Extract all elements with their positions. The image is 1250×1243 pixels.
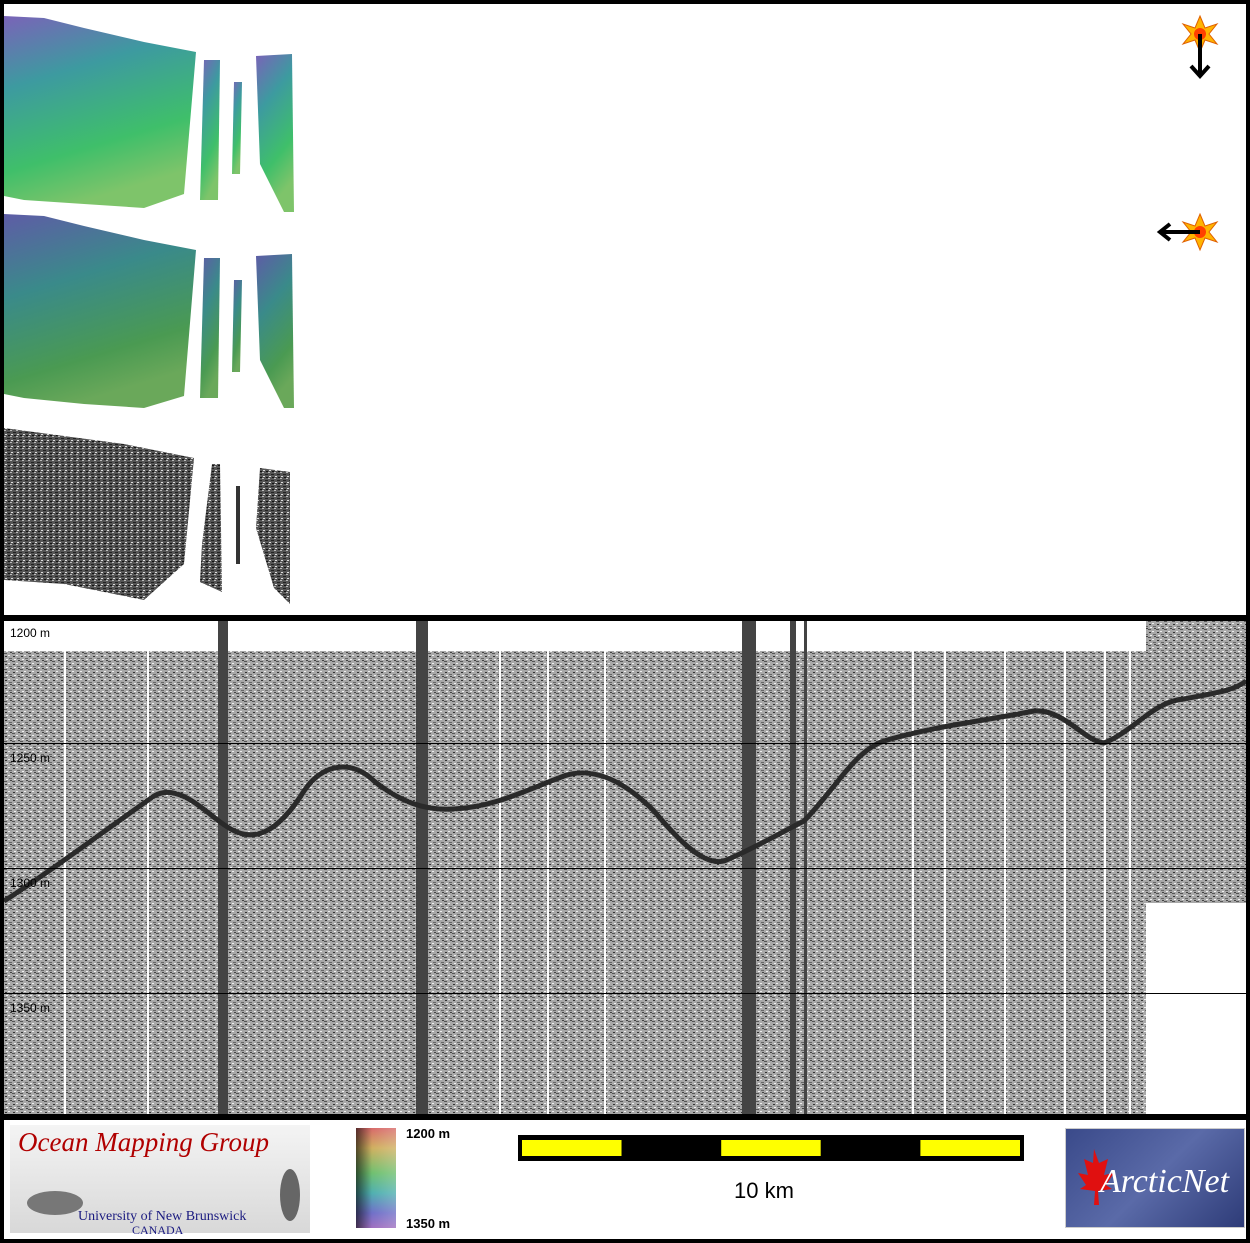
sun-arrow-left-icon [1156,212,1219,252]
scale-bar-segment [621,1140,722,1156]
depth-label-1250: 1250 m [10,751,51,765]
scale-bar [518,1135,1024,1161]
map-panel [4,4,1246,615]
scale-bar-segment [721,1140,821,1156]
seismic-profile [4,621,1246,1114]
depth-label-1200: 1200 m [10,626,51,640]
maple-leaf-icon [1078,1149,1114,1205]
depth-label-1300: 1300 m [10,876,51,890]
depth-colorbar [356,1128,396,1228]
sun-arrow-down-icon [1181,14,1219,79]
scale-bar-segment [920,1140,1020,1156]
logo-university: University of New Brunswick [78,1209,247,1224]
seafloor-shadow-graphic [27,1169,300,1221]
map-canvas [4,14,1219,604]
scale-bar-label: 10 km [734,1178,794,1203]
seismic-profile-panel: 1200 m 1250 m 1300 m 1350 m [4,621,1246,1114]
colorbar-bottom-label: 1350 m [406,1216,451,1231]
footer-panel: Ocean Mapping Group University of New Br… [4,1120,1246,1239]
backscatter-strip [4,428,290,604]
bathymetry-strip-1 [4,16,294,212]
colorbar-top-label: 1200 m [406,1126,451,1141]
bathymetry-strip-2 [4,214,294,408]
ocean-mapping-group-logo: Ocean Mapping Group University of New Br… [10,1125,310,1237]
scale-bar-segment [820,1140,921,1156]
depth-label-1350: 1350 m [10,1001,51,1015]
arcticnet-logo: ArcticNet [1065,1128,1245,1228]
depth-gridlines [4,743,1246,994]
scale-bar-segment [522,1140,622,1156]
arcticnet-text: ArcticNet [1100,1163,1230,1200]
logo-country: CANADA [132,1223,184,1237]
logo-title: Ocean Mapping Group [18,1127,269,1157]
